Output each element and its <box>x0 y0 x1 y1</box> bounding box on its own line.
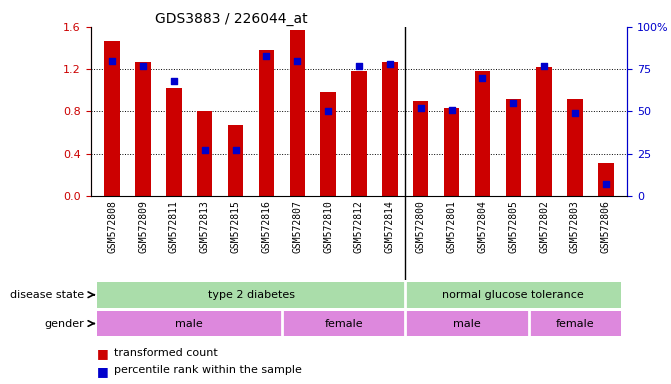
Point <box>601 181 611 187</box>
Text: GSM572814: GSM572814 <box>385 200 395 253</box>
Point <box>292 58 303 64</box>
Bar <box>405 282 621 308</box>
Text: female: female <box>324 318 363 329</box>
Bar <box>97 282 405 308</box>
Text: GSM572811: GSM572811 <box>169 200 179 253</box>
Text: GSM572806: GSM572806 <box>601 200 611 253</box>
Text: GSM572807: GSM572807 <box>293 200 302 253</box>
Text: ■: ■ <box>97 348 109 361</box>
Text: GSM572812: GSM572812 <box>354 200 364 253</box>
Bar <box>567 99 582 196</box>
Point <box>570 110 580 116</box>
Text: GDS3883 / 226044_at: GDS3883 / 226044_at <box>155 12 307 26</box>
Bar <box>352 71 366 196</box>
Point <box>446 107 457 113</box>
Text: GSM572801: GSM572801 <box>446 200 456 253</box>
Text: percentile rank within the sample: percentile rank within the sample <box>114 365 302 375</box>
Point <box>230 147 241 153</box>
Point <box>138 63 148 69</box>
Bar <box>536 67 552 196</box>
Text: ■: ■ <box>97 365 109 378</box>
Text: gender: gender <box>44 318 84 329</box>
Text: type 2 diabetes: type 2 diabetes <box>207 290 295 300</box>
Bar <box>105 41 120 196</box>
Bar <box>197 111 213 196</box>
Bar <box>474 71 490 196</box>
Bar <box>382 62 397 196</box>
Point <box>384 61 395 67</box>
Bar <box>282 311 405 336</box>
Text: GSM572816: GSM572816 <box>262 200 272 253</box>
Point <box>539 63 550 69</box>
Point <box>477 74 488 81</box>
Text: GSM572810: GSM572810 <box>323 200 333 253</box>
Point <box>107 58 117 64</box>
Text: GSM572815: GSM572815 <box>231 200 241 253</box>
Text: GSM572800: GSM572800 <box>416 200 425 253</box>
Text: GSM572804: GSM572804 <box>477 200 487 253</box>
Text: transformed count: transformed count <box>114 348 218 358</box>
Bar <box>444 108 459 196</box>
Text: GSM572808: GSM572808 <box>107 200 117 253</box>
Bar <box>413 101 428 196</box>
Text: normal glucose tolerance: normal glucose tolerance <box>442 290 584 300</box>
Text: GSM572803: GSM572803 <box>570 200 580 253</box>
Text: male: male <box>453 318 481 329</box>
Text: GSM572805: GSM572805 <box>508 200 518 253</box>
Point <box>168 78 179 84</box>
Bar <box>529 311 621 336</box>
Bar <box>598 163 613 196</box>
Bar <box>405 311 529 336</box>
Point <box>323 108 333 114</box>
Point <box>261 53 272 59</box>
Point <box>415 105 426 111</box>
Text: female: female <box>556 318 595 329</box>
Text: GSM572813: GSM572813 <box>200 200 210 253</box>
Text: GSM572802: GSM572802 <box>539 200 549 253</box>
Point <box>508 100 519 106</box>
Text: GSM572809: GSM572809 <box>138 200 148 253</box>
Text: disease state: disease state <box>10 290 84 300</box>
Point <box>354 63 364 69</box>
Bar <box>290 30 305 196</box>
Bar <box>321 92 336 196</box>
Bar <box>259 50 274 196</box>
Point <box>199 147 210 153</box>
Bar <box>97 311 282 336</box>
Bar <box>505 99 521 196</box>
Bar <box>228 125 244 196</box>
Bar <box>136 62 151 196</box>
Bar <box>166 88 182 196</box>
Text: male: male <box>175 318 203 329</box>
